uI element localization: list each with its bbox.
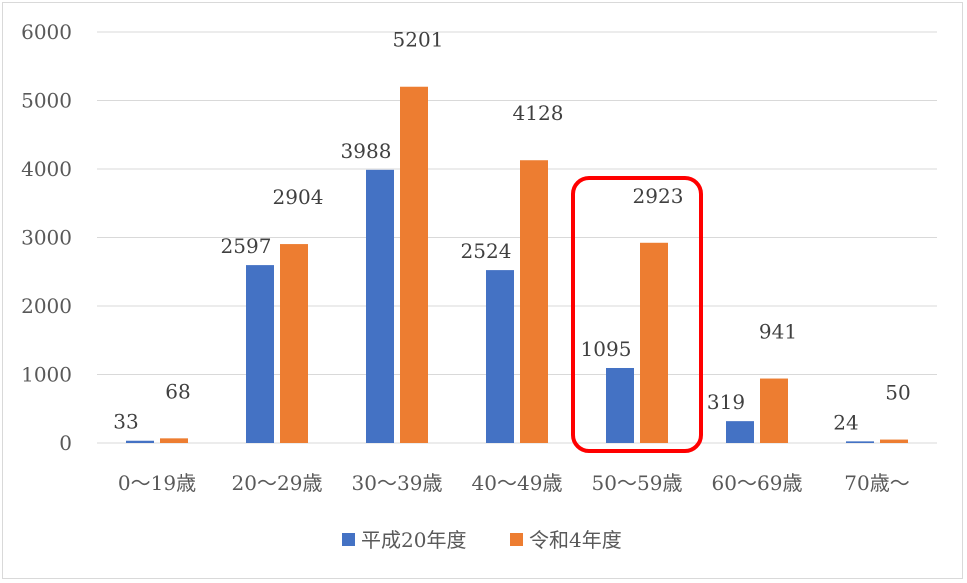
y-tick-label: 6000 [21, 20, 72, 44]
gridlines [97, 31, 937, 444]
data-label: 941 [759, 320, 797, 344]
legend-swatch [510, 533, 523, 546]
data-label: 1095 [581, 337, 632, 361]
y-tick-label: 1000 [21, 363, 72, 387]
bar-series1 [846, 441, 874, 443]
x-category-label: 20～29歳 [232, 471, 323, 495]
x-category-label: 40～49歳 [472, 471, 563, 495]
y-tick-label: 2000 [21, 294, 72, 318]
x-category-label: 60～69歳 [712, 471, 803, 495]
bar-series1 [606, 367, 634, 443]
data-labels: 33 68 2597 2904 3988 5201 2524 4128 1095 2923 319 9… [113, 28, 910, 435]
bar-series2 [160, 438, 188, 443]
x-category-label: 50～59歳 [592, 471, 683, 495]
bar-series1 [366, 169, 394, 443]
data-label: 3988 [341, 139, 392, 163]
data-label: 2524 [461, 239, 512, 263]
highlight-box [571, 176, 703, 453]
bars [126, 86, 908, 443]
y-tick-label: 5000 [21, 89, 72, 113]
data-label: 2597 [221, 234, 272, 258]
y-tick-label: 0 [59, 431, 72, 455]
data-label: 50 [885, 381, 910, 405]
legend-swatch [342, 533, 355, 546]
data-label: 2904 [273, 185, 324, 209]
data-label: 24 [833, 410, 858, 434]
bar-series2 [400, 86, 428, 443]
data-label: 68 [165, 379, 190, 403]
data-label: 4128 [513, 101, 564, 125]
data-label: 2923 [633, 184, 684, 208]
data-label: 33 [113, 410, 138, 434]
y-axis-ticks: 0 1000 2000 3000 4000 5000 6000 [21, 20, 72, 455]
bar-series2 [760, 378, 788, 443]
bar-series2 [280, 244, 308, 443]
x-category-label: 30～39歳 [352, 471, 443, 495]
bar-series2 [520, 160, 548, 443]
bar-series1 [126, 440, 154, 443]
bar-series1 [246, 265, 274, 443]
data-label: 5201 [393, 28, 444, 52]
x-category-label: 0～19歳 [118, 471, 196, 495]
x-category-label: 70歳～ [844, 471, 909, 495]
y-tick-label: 4000 [21, 157, 72, 181]
x-axis-categories: 0～19歳 20～29歳 30～39歳 40～49歳 50～59歳 60～69歳 70歳～ [118, 471, 910, 495]
legend: 平成20年度 令和4年度 [342, 528, 622, 552]
legend-label: 令和4年度 [529, 528, 622, 552]
y-tick-label: 3000 [21, 226, 72, 250]
bar-series1 [486, 270, 514, 443]
highlight [571, 176, 703, 453]
bar-series2 [640, 242, 668, 443]
legend-label: 平成20年度 [361, 528, 466, 552]
bar-series1 [726, 421, 754, 443]
data-label: 319 [707, 390, 745, 414]
bar-series2 [880, 439, 908, 443]
